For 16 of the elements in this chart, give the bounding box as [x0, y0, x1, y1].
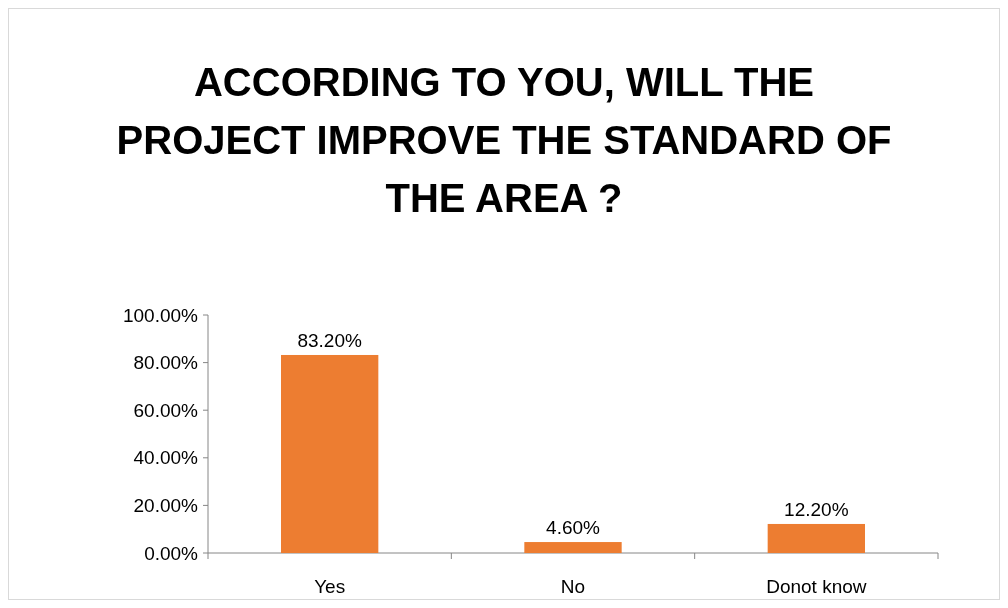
- y-tick-label: 60.00%: [133, 399, 199, 421]
- bar: [281, 354, 379, 553]
- y-tick-label: 20.00%: [133, 495, 199, 517]
- data-label: 83.20%: [297, 329, 362, 351]
- y-tick-label: 0.00%: [144, 542, 199, 564]
- x-tick-label: Yes: [314, 576, 346, 597]
- bar: [524, 542, 622, 553]
- y-tick-label: 80.00%: [133, 352, 199, 374]
- chart-title: ACCORDING TO YOU, WILL THE PROJECT IMPROVE THE STANDARD OF THE AREA ?: [116, 60, 892, 220]
- x-tick-label: No: [560, 576, 586, 597]
- x-tick-label: Donot know: [766, 576, 867, 597]
- data-label: 12.20%: [784, 498, 849, 520]
- y-tick-label: 40.00%: [133, 447, 199, 469]
- data-label: 4.60%: [546, 517, 601, 539]
- bar: [767, 523, 865, 553]
- y-tick-label: 100.00%: [122, 304, 199, 326]
